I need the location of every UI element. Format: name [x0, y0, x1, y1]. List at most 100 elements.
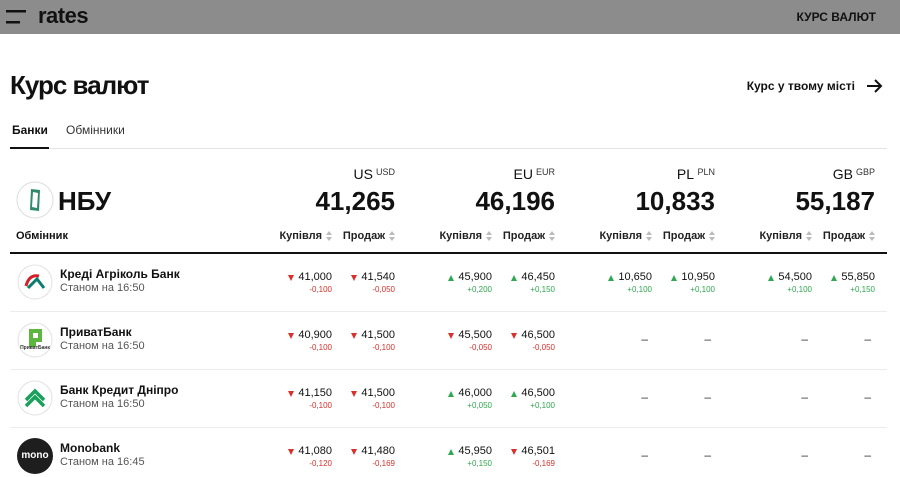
- sort-up: [549, 231, 555, 235]
- rate-empty: –: [801, 448, 808, 462]
- trend-arrow: [608, 275, 614, 281]
- rate-empty: –: [704, 390, 711, 404]
- trend-arrow: [511, 333, 517, 339]
- trend-arrow: [288, 391, 294, 397]
- column-header: Продаж: [662, 230, 705, 242]
- page-title: Курс валют: [10, 70, 149, 100]
- trend-arrow: [448, 391, 454, 397]
- trend-arrow: [288, 333, 294, 339]
- nbu-logo: [16, 181, 54, 219]
- rate-empty: –: [641, 448, 648, 462]
- sort-up: [806, 231, 812, 235]
- nbu-rate: 55,187: [795, 186, 875, 216]
- rate-value: 46,501: [521, 445, 555, 457]
- sort-down: [486, 237, 492, 241]
- trend-arrow: [511, 449, 517, 455]
- row-divider: [10, 427, 887, 428]
- trend-arrow: [511, 391, 517, 397]
- rate-value: 45,900: [458, 271, 492, 283]
- bank-logo: [17, 264, 53, 300]
- rate-value: 46,500: [521, 329, 555, 341]
- rate-change: +0,100: [787, 285, 812, 294]
- rate-value: 41,500: [361, 329, 395, 341]
- rate-change: -0,100: [309, 285, 332, 294]
- trend-arrow: [448, 333, 454, 339]
- logo[interactable]: rates: [38, 3, 89, 28]
- rate-change: -0,050: [469, 343, 492, 352]
- tab-active[interactable]: Банки: [12, 123, 48, 137]
- menu-icon[interactable]: [6, 9, 28, 25]
- rate-empty: –: [801, 332, 808, 346]
- trend-arrow: [448, 449, 454, 455]
- trend-arrow: [671, 275, 677, 281]
- rate-value: 46,000: [458, 387, 492, 399]
- sort-down: [549, 237, 555, 241]
- currency-flag: EU: [513, 166, 533, 182]
- rate-empty: –: [641, 390, 648, 404]
- rate-change: -0,120: [309, 459, 332, 468]
- rate-change: -0,100: [309, 401, 332, 410]
- sort-down: [709, 237, 715, 241]
- rate-value: 41,000: [298, 271, 332, 283]
- rate-value: 40,900: [298, 329, 332, 341]
- city-link[interactable]: Курс у твому місті: [746, 79, 855, 93]
- currency-code: EUR: [535, 167, 555, 177]
- tab[interactable]: Обмінники: [66, 123, 125, 137]
- rate-change: -0,050: [372, 285, 395, 294]
- rate-value: 55,850: [841, 271, 875, 283]
- trend-arrow: [288, 449, 294, 455]
- arrow-icon[interactable]: [866, 78, 884, 94]
- logo-text: mono: [21, 450, 49, 461]
- rate-empty: –: [704, 448, 711, 462]
- tab-divider: [10, 148, 887, 149]
- rate-value: 54,500: [778, 271, 812, 283]
- sort-down: [389, 237, 395, 241]
- row-divider: [10, 311, 887, 312]
- rate-empty: –: [864, 332, 871, 346]
- bank-logo: [17, 380, 53, 416]
- updated-time: Станом на 16:50: [60, 340, 145, 352]
- rate-empty: –: [864, 390, 871, 404]
- rate-change: -0,100: [309, 343, 332, 352]
- column-header: Купівля: [759, 230, 802, 242]
- table-header-line: [10, 252, 887, 254]
- row-divider: [10, 369, 887, 370]
- rate-change: +0,100: [627, 285, 652, 294]
- bank-name: ПриватБанк: [60, 325, 132, 339]
- bank-logo: [17, 322, 53, 358]
- rate-change: -0,169: [532, 459, 555, 468]
- column-header: Купівля: [439, 230, 482, 242]
- currency-code: USD: [375, 167, 395, 177]
- updated-time: Станом на 16:50: [60, 398, 145, 410]
- rate-change: +0,100: [530, 401, 555, 410]
- rate-value: 46,500: [521, 387, 555, 399]
- updated-time: Станом на 16:50: [60, 282, 145, 294]
- trend-arrow: [831, 275, 837, 281]
- trend-arrow: [351, 449, 357, 455]
- nbu-label: НБУ: [58, 186, 111, 216]
- rate-change: -0,050: [532, 343, 555, 352]
- nbu-rate: 41,265: [315, 186, 395, 216]
- rate-change: +0,050: [467, 401, 492, 410]
- nav-link[interactable]: КУРС ВАЛЮТ: [796, 10, 877, 24]
- column-header: Обмінник: [16, 230, 68, 242]
- column-header: Купівля: [279, 230, 322, 242]
- rate-change: +0,100: [690, 285, 715, 294]
- sort-down: [326, 237, 332, 241]
- sort-up: [486, 231, 492, 235]
- rate-empty: –: [801, 390, 808, 404]
- currency-flag: US: [353, 166, 373, 182]
- rate-change: -0,100: [372, 343, 395, 352]
- column-header: Продаж: [502, 230, 545, 242]
- trend-arrow: [351, 275, 357, 281]
- rate-value: 46,450: [521, 271, 555, 283]
- bank-name: Креді Агріколь Банк: [60, 267, 180, 281]
- rate-empty: –: [704, 332, 711, 346]
- rate-value: 41,150: [298, 387, 332, 399]
- sort-up: [389, 231, 395, 235]
- trend-arrow: [288, 275, 294, 281]
- currency-flag: GB: [832, 166, 853, 182]
- rate-value: 41,080: [298, 445, 332, 457]
- logo-text: ПриватБанк: [20, 345, 50, 351]
